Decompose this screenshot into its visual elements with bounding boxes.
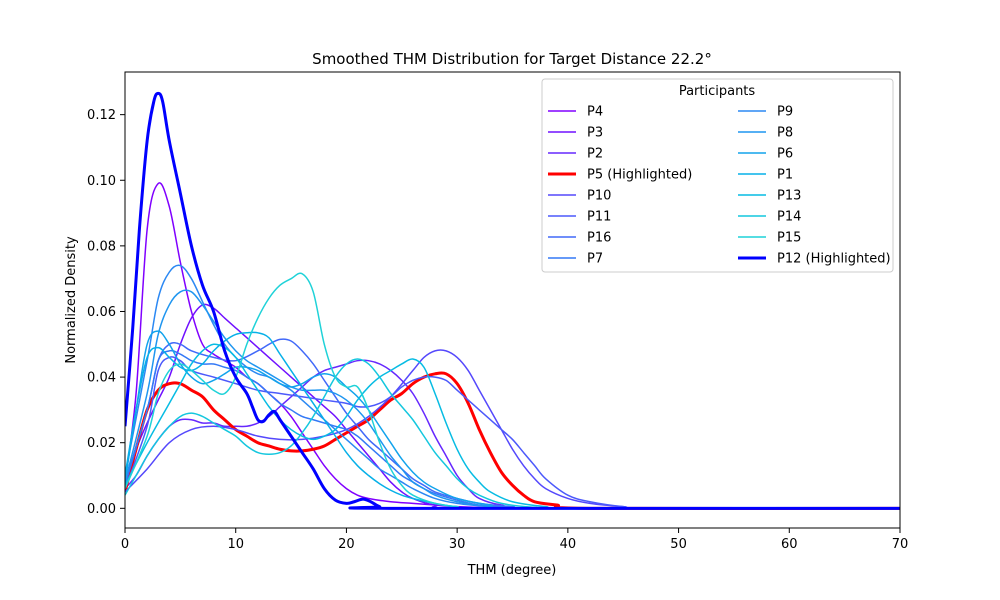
chart-title: Smoothed THM Distribution for Target Dis… — [312, 50, 712, 68]
series-line-p3 — [125, 303, 900, 510]
y-axis: 0.00 0.02 0.04 0.06 0.08 0.10 0.12 — [87, 108, 125, 517]
legend-label-p2: P2 — [587, 147, 603, 162]
y-tick-label: 0.06 — [87, 305, 116, 320]
series-line-p10 — [125, 349, 900, 510]
legend-label-p4: P4 — [587, 105, 603, 120]
legend-label-p16: P16 — [587, 231, 611, 246]
legend-label-p12-highlighted: P12 (Highlighted) — [777, 252, 891, 267]
series-line-p5-highlighted — [125, 371, 900, 511]
legend-items: P4 P3 P2 P5 (Highlighted) P10 P11 P16 P7 P9 P8 P6 P… — [548, 105, 891, 267]
y-tick-label: 0.10 — [87, 174, 116, 189]
x-tick-label: 50 — [670, 537, 687, 552]
legend-box — [541, 78, 894, 273]
legend-label-p3: P3 — [587, 126, 603, 141]
legend-label-p10: P10 — [587, 189, 611, 204]
legend-label-p7: P7 — [587, 252, 603, 267]
legend-label-p14: P14 — [777, 210, 801, 225]
legend-label-p9: P9 — [777, 105, 793, 120]
y-tick-label: 0.02 — [87, 436, 116, 451]
series-lines — [125, 91, 900, 511]
x-tick-label: 40 — [560, 537, 577, 552]
legend-label-p13: P13 — [777, 189, 801, 204]
x-tick-label: 30 — [449, 537, 466, 552]
legend-label-p6: P6 — [777, 147, 793, 162]
y-tick-label: 0.12 — [87, 108, 116, 123]
legend-label-p1: P1 — [777, 168, 793, 183]
legend-label-p5-highlighted: P5 (Highlighted) — [587, 168, 692, 183]
x-tick-label: 60 — [781, 537, 798, 552]
series-line-p9 — [125, 264, 900, 510]
legend-label-p15: P15 — [777, 231, 801, 246]
y-axis-label: Normalized Density — [64, 236, 79, 364]
y-tick-label: 0.00 — [87, 502, 116, 517]
x-tick-label: 10 — [227, 537, 244, 552]
y-tick-label: 0.08 — [87, 239, 116, 254]
x-axis-label: THM (degree) — [467, 563, 557, 578]
series-line-p11 — [125, 356, 900, 510]
series-line-p7 — [125, 349, 900, 510]
series-line-p6 — [125, 330, 900, 510]
y-tick-label: 0.04 — [87, 371, 116, 386]
legend-title: Participants — [679, 84, 756, 99]
series-line-p12-highlighted — [125, 91, 900, 510]
x-tick-label: 0 — [121, 537, 129, 552]
x-tick-label: 20 — [338, 537, 355, 552]
series-line-p13 — [125, 343, 900, 510]
legend-label-p11: P11 — [587, 210, 611, 225]
legend-label-p8: P8 — [777, 126, 793, 141]
series-line-p14 — [125, 358, 900, 510]
x-tick-label: 70 — [892, 537, 909, 552]
legend: Participants P4 P3 P2 P5 (Highlighted) P10 P1… — [541, 78, 894, 273]
plot-frame — [124, 71, 901, 529]
series-line-p1 — [125, 331, 900, 510]
series-line-p2 — [125, 359, 900, 510]
series-line-p8 — [125, 289, 900, 510]
series-line-p4 — [125, 182, 900, 510]
series-line-p15 — [125, 272, 900, 510]
x-axis: 0 10 20 30 40 50 60 70 — [121, 528, 908, 552]
